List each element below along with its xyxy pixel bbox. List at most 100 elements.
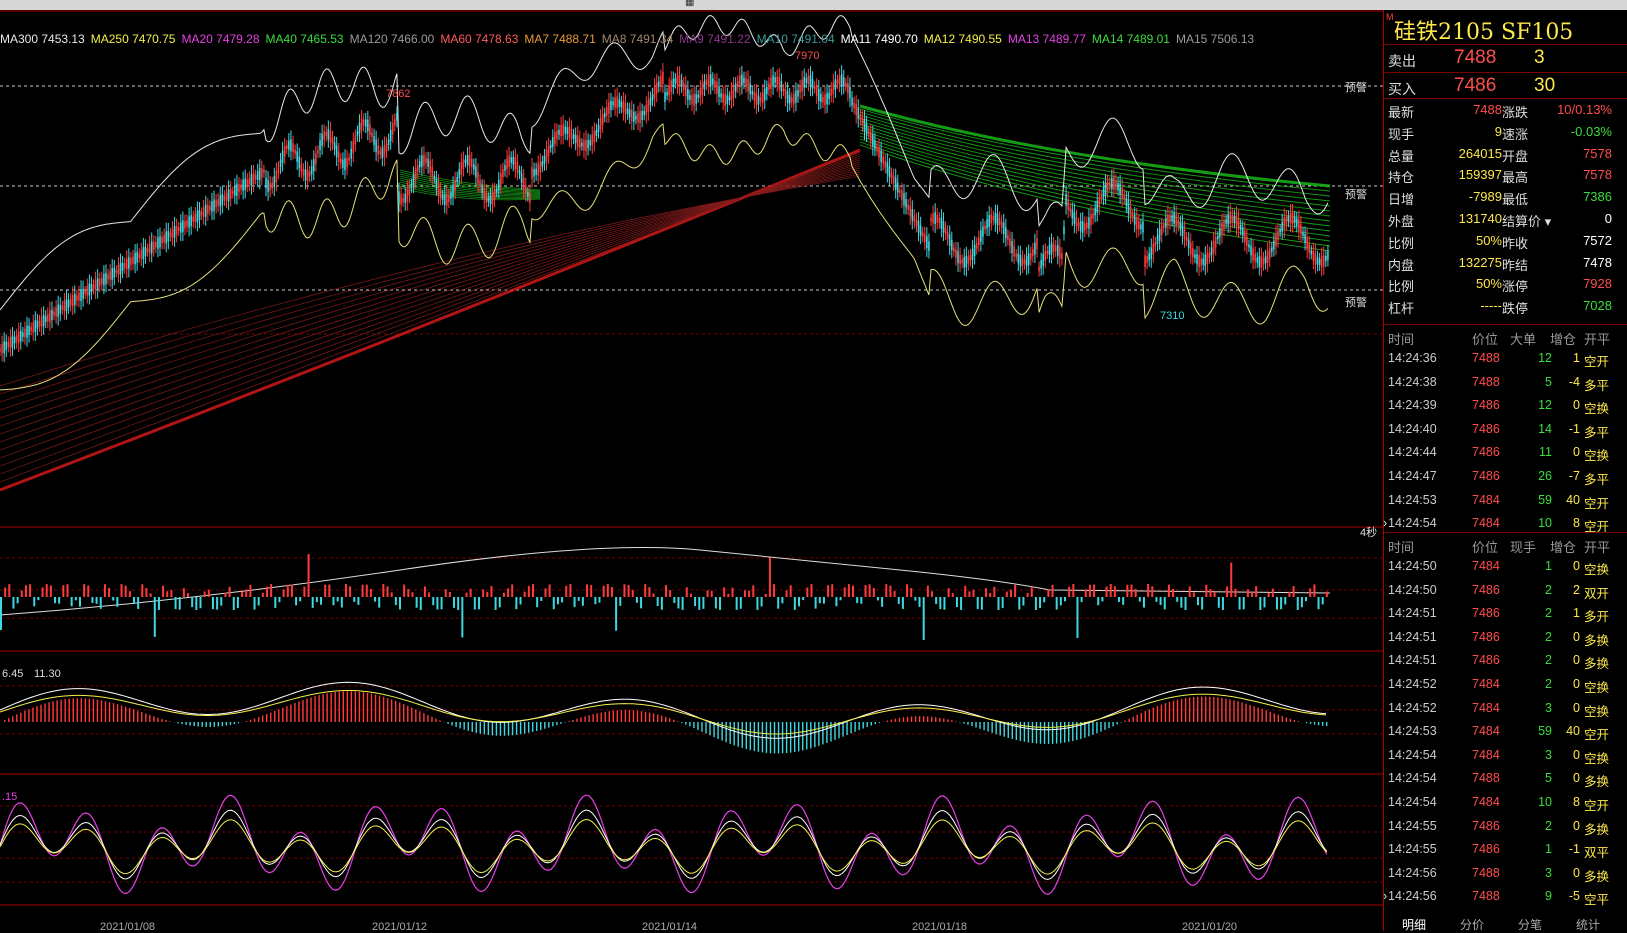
- cell-price: 7484: [1472, 748, 1500, 762]
- candle-body: [1020, 255, 1022, 267]
- volume-bar: [723, 587, 725, 597]
- volume-bar: [191, 597, 193, 607]
- candle-body: [895, 178, 897, 190]
- candle-body: [1313, 251, 1315, 261]
- chart-canvas[interactable]: [0, 10, 1383, 931]
- candle-body: [377, 145, 379, 154]
- macd-histogram-bar: [322, 694, 323, 722]
- warning-line-label[interactable]: 预警: [1345, 79, 1367, 95]
- candle-body: [959, 255, 961, 264]
- toolbar-icon[interactable]: ▦: [685, 0, 694, 8]
- candle-body: [1153, 244, 1155, 255]
- cell-time: 14:24:50: [1388, 583, 1437, 597]
- candle-body: [1192, 248, 1194, 257]
- candle-body: [498, 180, 500, 190]
- volume-bar: [303, 587, 305, 597]
- volume-bar: [1131, 585, 1133, 597]
- macd-histogram-bar: [258, 717, 259, 722]
- macd-histogram-bar: [685, 722, 686, 725]
- macd-histogram-bar: [1036, 722, 1037, 743]
- volume-bar: [740, 597, 742, 609]
- candle-body: [853, 103, 855, 109]
- candle-body: [99, 279, 101, 286]
- candle-body: [552, 137, 554, 147]
- ask-row[interactable]: 卖出 7488 3: [1384, 44, 1627, 73]
- candle-body: [978, 237, 980, 245]
- candle-body: [24, 329, 26, 338]
- candle-body: [990, 215, 992, 224]
- bottom-tab[interactable]: 分价: [1460, 916, 1484, 933]
- macd-histogram-bar: [995, 722, 996, 734]
- candle-body: [134, 253, 136, 265]
- candle-body: [398, 191, 400, 203]
- candle-body: [974, 245, 976, 256]
- symbol-title[interactable]: 硅铁2105 SF105: [1394, 14, 1573, 46]
- macd-histogram-bar: [496, 722, 497, 736]
- macd-histogram-bar: [774, 722, 775, 753]
- candle-body: [305, 169, 307, 180]
- bottom-tab[interactable]: 统计: [1576, 916, 1600, 933]
- volume-bar: [981, 597, 983, 610]
- candle-body: [810, 75, 812, 87]
- candle-body: [722, 94, 724, 103]
- candle-body: [778, 77, 780, 89]
- candle-body: [1094, 208, 1096, 216]
- macd-histogram-bar: [729, 722, 730, 744]
- candle-body: [219, 195, 221, 207]
- stat-value: 264015: [1440, 146, 1502, 161]
- candle-body: [741, 75, 743, 86]
- bottom-tab[interactable]: 分笔: [1518, 916, 1542, 933]
- macd-histogram-bar: [814, 722, 815, 747]
- warning-line-label[interactable]: 预警: [1345, 294, 1367, 310]
- candle-body: [506, 158, 508, 169]
- candle-body: [776, 77, 778, 85]
- candle-body: [467, 155, 469, 165]
- candle-body: [421, 156, 423, 167]
- candle-body: [118, 265, 120, 275]
- macd-histogram-bar: [69, 699, 70, 722]
- bottom-tab[interactable]: 明细: [1402, 916, 1426, 933]
- volume-bar: [707, 590, 709, 597]
- candle-body: [84, 291, 86, 294]
- volume-bar: [964, 586, 966, 597]
- macd-histogram-bar: [480, 722, 481, 734]
- candle-body: [361, 119, 363, 130]
- candle-body: [523, 178, 525, 190]
- cell-type: 多换: [1584, 771, 1609, 790]
- candle-body: [772, 75, 774, 86]
- candle-body: [783, 88, 785, 91]
- candle-body: [116, 270, 118, 273]
- volume-bar: [158, 597, 160, 610]
- bid-row[interactable]: 买入 7486 30: [1384, 72, 1627, 101]
- candle-body: [170, 233, 172, 237]
- volume-bar: [869, 584, 871, 597]
- macd-histogram-bar: [492, 722, 493, 735]
- warning-line-label[interactable]: 预警: [1345, 186, 1367, 202]
- cell-price: 7486: [1472, 653, 1500, 667]
